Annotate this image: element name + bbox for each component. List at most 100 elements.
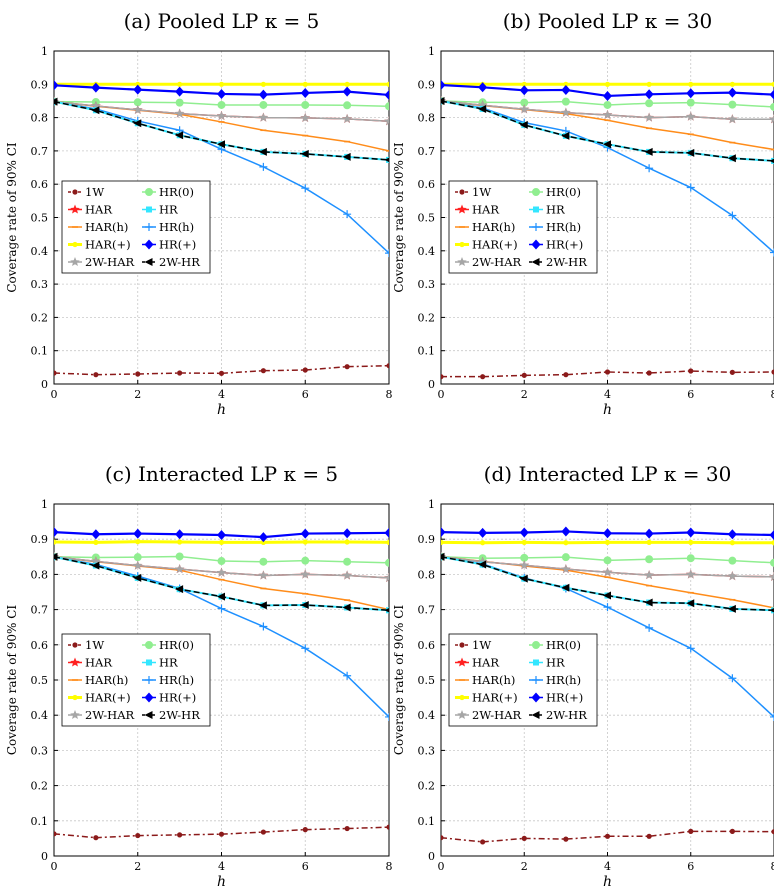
y-tick-label: 0.8 (31, 112, 49, 125)
point-HR(h) (686, 644, 695, 653)
point-HR(+) (769, 89, 774, 100)
legend-marker (70, 204, 80, 214)
point-HR(+) (300, 87, 310, 98)
legend-label: HAR(+) (85, 691, 131, 705)
point-HR(h) (301, 644, 310, 653)
point-2W-HAR (258, 112, 269, 122)
y-tick-label: 0.1 (31, 815, 49, 828)
point-1W (771, 369, 774, 375)
point-HAR(+) (177, 539, 183, 545)
point-HAR(+) (177, 81, 183, 87)
y-tick-label: 0.1 (418, 815, 436, 828)
point-2W-HR (258, 147, 267, 156)
legend-label: 2W-HAR (85, 708, 135, 722)
y-axis-label: Coverage rate of 90% CI (5, 142, 19, 293)
point-HR(h) (728, 674, 737, 683)
point-HR(0) (343, 101, 352, 110)
series-group (441, 526, 774, 845)
chart-title: (a) Pooled LP κ = 5 (124, 9, 320, 33)
legend-marker (72, 642, 78, 648)
legend-marker (457, 204, 467, 214)
point-2W-HAR (477, 556, 488, 566)
legend-label: HR(+) (546, 691, 583, 705)
y-tick-label: 0.3 (31, 744, 49, 757)
point-HR(0) (259, 100, 268, 109)
point-HR(h) (343, 671, 352, 680)
point-HAR(+) (771, 540, 774, 546)
point-HR(0) (561, 97, 570, 106)
y-tick-label: 0 (41, 850, 48, 863)
legend-label: 2W-HR (546, 255, 587, 269)
y-axis-label: Coverage rate of 90% CI (5, 605, 19, 756)
chart-title: (c) Interacted LP κ = 5 (105, 462, 338, 486)
y-tick-label: 0.2 (418, 311, 436, 324)
point-HR(+) (54, 80, 59, 91)
y-tick-label: 0.2 (418, 780, 436, 793)
point-1W (344, 364, 350, 370)
legend-marker (531, 258, 540, 266)
point-HR(+) (300, 528, 310, 539)
point-1W (386, 824, 389, 830)
legend-label: HR(h) (546, 220, 581, 234)
point-2W-HAR (91, 100, 101, 110)
point-2W-HAR (644, 112, 654, 122)
y-tick-label: 0.7 (31, 604, 49, 617)
point-HAR(+) (729, 540, 735, 546)
point-2W-HR (519, 120, 528, 129)
point-HR(+) (441, 79, 446, 90)
y-tick-label: 0.8 (418, 568, 436, 581)
legend-label: HAR (472, 203, 499, 217)
point-1W (386, 363, 389, 369)
point-HR(0) (686, 554, 695, 563)
point-HR(h) (645, 164, 654, 173)
point-HR(+) (561, 526, 571, 537)
point-HAR(+) (260, 81, 266, 87)
x-tick-label: 0 (51, 860, 58, 873)
point-HR(+) (478, 82, 488, 93)
point-HR(+) (133, 528, 143, 539)
point-2W-HAR (342, 113, 352, 123)
point-HAR(+) (218, 81, 225, 87)
point-1W (688, 368, 694, 374)
y-tick-label: 0.4 (31, 709, 49, 722)
point-2W-HAR (602, 109, 613, 119)
legend-label: HAR (472, 656, 499, 670)
point-1W (563, 836, 569, 842)
legend-label: HR(+) (159, 238, 196, 252)
point-1W (521, 372, 527, 378)
y-tick-label: 0.3 (418, 744, 436, 757)
point-1W (135, 371, 141, 377)
legend-box (448, 633, 598, 727)
point-2W-HAR (258, 570, 269, 580)
legend-label: HR(0) (546, 185, 581, 199)
point-HAR(+) (521, 539, 527, 545)
legend-label: HR(0) (546, 638, 581, 652)
x-tick-label: 8 (771, 388, 774, 401)
legend-marker (532, 676, 540, 684)
point-HR(+) (258, 532, 268, 543)
point-1W (521, 835, 527, 842)
point-2W-HR (603, 591, 611, 600)
point-2W-HR (519, 574, 528, 583)
point-HR(+) (384, 89, 389, 100)
point-HR(0) (301, 556, 310, 565)
legend-marker (457, 657, 467, 667)
x-axis-label: h (217, 874, 226, 890)
y-tick-label: 0.8 (31, 568, 49, 581)
x-tick-label: 6 (687, 388, 694, 401)
point-1W (218, 370, 225, 376)
y-tick-label: 0.5 (31, 212, 49, 225)
y-tick-label: 0.3 (31, 278, 49, 291)
legend-label: HR(+) (546, 238, 583, 252)
point-2W-HAR (300, 112, 311, 122)
point-HR(h) (259, 622, 268, 631)
point-HR(+) (175, 529, 185, 540)
point-2W-HR (769, 158, 774, 164)
legend-box (448, 180, 598, 274)
point-2W-HAR (342, 570, 352, 580)
legend-marker (146, 659, 152, 666)
series-group (441, 79, 774, 380)
point-HR(0) (343, 557, 352, 566)
point-2W-HAR (384, 116, 389, 126)
point-1W (260, 368, 266, 374)
